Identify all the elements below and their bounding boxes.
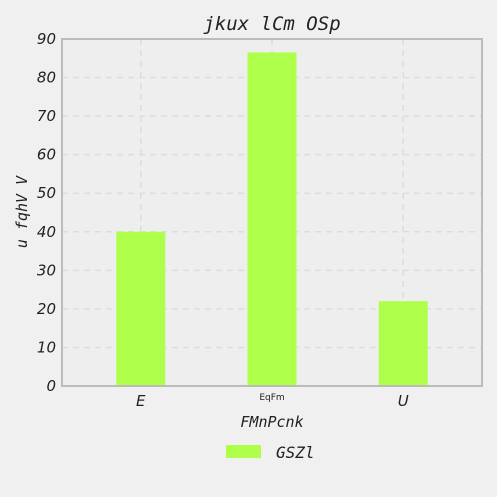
bars — [116, 52, 428, 386]
bar-eqfm — [247, 52, 297, 386]
x-tick-labels: E EqFm U — [136, 392, 409, 410]
y-tick-label: 20 — [37, 300, 56, 318]
x-tick-label: U — [398, 392, 409, 410]
y-tick-label: 30 — [37, 261, 56, 279]
y-tick-label: 90 — [37, 30, 56, 48]
y-tick-label: 0 — [46, 377, 56, 395]
x-tick-label: EqFm — [259, 393, 284, 403]
y-tick-labels: 0 10 20 30 40 50 60 70 80 90 — [37, 30, 56, 395]
y-axis-label: u fqhV V — [13, 175, 31, 248]
y-tick-label: 10 — [37, 338, 56, 356]
y-tick-label: 70 — [37, 107, 56, 125]
x-tick-label: E — [136, 392, 146, 410]
legend-label: GSZl — [276, 443, 315, 462]
legend: GSZl — [226, 443, 315, 462]
bar-e — [116, 231, 166, 386]
y-tick-label: 80 — [37, 69, 56, 87]
y-tick-label: 60 — [37, 146, 56, 164]
chart-title: jkux lCm OSp — [203, 13, 340, 35]
x-axis-label: FMnPcnk — [240, 413, 303, 431]
plot-frame — [61, 38, 483, 387]
bar-u — [378, 301, 428, 386]
y-tick-label: 50 — [37, 184, 56, 202]
legend-swatch — [226, 445, 261, 458]
y-tick-label: 40 — [37, 223, 56, 241]
